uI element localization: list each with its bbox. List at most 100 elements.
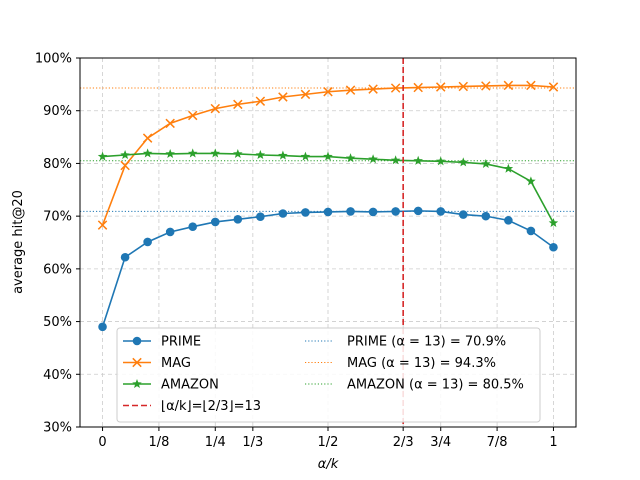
data-point xyxy=(504,216,513,225)
data-point xyxy=(345,153,356,163)
data-point xyxy=(435,82,446,92)
data-point xyxy=(98,322,107,332)
data-point xyxy=(481,81,491,91)
data-point xyxy=(120,149,130,160)
reference-lines xyxy=(80,87,576,212)
y-tick-label: 50% xyxy=(43,315,72,330)
y-tick-label: 60% xyxy=(43,262,72,277)
x-tick-label: 1/4 xyxy=(205,435,226,450)
legend-label: PRIME (α = 13) = 70.9% xyxy=(347,335,506,350)
data-point xyxy=(323,87,333,97)
data-point xyxy=(458,81,469,92)
data-point xyxy=(142,148,153,158)
legend-entry-mag: MAG xyxy=(123,356,191,371)
data-point xyxy=(165,148,175,158)
data-point xyxy=(143,237,152,247)
data-point xyxy=(233,148,243,158)
legend-entry-amazon: AMAZON xyxy=(123,378,219,393)
legend-label: MAG xyxy=(161,356,191,371)
data-point xyxy=(142,133,153,143)
data-point xyxy=(323,151,333,161)
data-point xyxy=(210,103,221,114)
data-point xyxy=(301,208,310,217)
x-tick-label: 1/2 xyxy=(318,435,339,450)
data-point xyxy=(323,207,333,217)
x-tick-label: 1 xyxy=(549,435,557,450)
data-point xyxy=(345,85,356,95)
x-tick-label: 1/3 xyxy=(242,435,263,450)
data-point xyxy=(481,158,491,168)
x-tick-label: 2/3 xyxy=(393,435,414,450)
y-tick-label: 40% xyxy=(43,368,72,383)
data-point xyxy=(278,209,288,218)
y-tick-label: 90% xyxy=(43,104,72,119)
data-point xyxy=(346,207,355,216)
data-point xyxy=(368,207,378,217)
data-point xyxy=(132,336,142,346)
data-point xyxy=(210,148,221,158)
series-mag xyxy=(97,80,559,230)
data-point xyxy=(188,222,198,231)
x-tick-label: 1/8 xyxy=(148,435,169,450)
data-point xyxy=(97,220,108,230)
legend-label: PRIME xyxy=(161,335,201,350)
data-point xyxy=(233,99,243,110)
data-point xyxy=(165,227,175,237)
data-point xyxy=(120,252,130,262)
data-point xyxy=(458,210,468,219)
data-point xyxy=(390,155,401,165)
data-point xyxy=(187,110,198,121)
legend-entry-threshold: ⌊α/k⌋=⌊2/3⌋=13 xyxy=(123,399,261,414)
y-tick-label: 70% xyxy=(43,210,72,225)
data-point xyxy=(435,156,446,166)
legend-entry-reference-1: MAG (α = 13) = 94.3% xyxy=(305,356,496,371)
data-point xyxy=(97,151,108,161)
data-point xyxy=(548,82,559,92)
data-point xyxy=(132,379,142,389)
x-tick-label: 7/8 xyxy=(487,435,508,450)
data-point xyxy=(526,226,536,236)
legend-entry-prime: PRIME xyxy=(123,335,201,350)
x-tick-label: 0 xyxy=(98,435,106,450)
data-point xyxy=(548,218,559,228)
data-point xyxy=(526,80,536,91)
data-point xyxy=(255,96,266,106)
data-point xyxy=(132,357,142,368)
data-point xyxy=(549,242,558,252)
legend-label: ⌊α/k⌋=⌊2/3⌋=13 xyxy=(161,399,261,414)
data-point xyxy=(436,207,446,216)
y-ticks: 30% 40% 50% 60% 70% 80% 90% 100% xyxy=(35,52,80,436)
x-tick-label: 3/4 xyxy=(430,435,451,450)
y-axis-title: average hit@20 xyxy=(11,190,26,294)
data-point xyxy=(256,212,265,221)
data-point xyxy=(210,217,220,227)
data-point xyxy=(503,163,514,173)
x-axis-title: α/k xyxy=(318,457,339,472)
y-tick-label: 100% xyxy=(35,52,72,67)
y-tick-label: 80% xyxy=(43,157,72,172)
data-point xyxy=(458,157,469,167)
legend: PRIME MAG AMAZON ⌊α/k⌋=⌊2/3⌋=13 PRIME (α = 1… xyxy=(116,327,541,423)
data-point xyxy=(165,118,175,129)
y-tick-label: 30% xyxy=(43,421,72,436)
data-point xyxy=(278,92,288,102)
data-point xyxy=(413,206,423,216)
series-layer xyxy=(97,80,559,332)
data-point xyxy=(390,83,401,93)
data-point xyxy=(120,160,130,171)
series-amazon xyxy=(97,148,559,228)
data-point xyxy=(278,150,288,160)
legend-label: MAG (α = 13) = 94.3% xyxy=(347,356,496,371)
data-point xyxy=(503,80,514,91)
legend-label: AMAZON (α = 13) = 80.5% xyxy=(347,378,524,393)
data-point xyxy=(187,148,198,158)
data-point xyxy=(413,82,423,93)
legend-box xyxy=(116,327,541,423)
data-point xyxy=(391,207,400,216)
series-prime xyxy=(98,206,558,332)
legend-entry-reference-2: AMAZON (α = 13) = 80.5% xyxy=(305,378,524,393)
data-point xyxy=(300,89,311,100)
data-point xyxy=(413,155,423,165)
data-point xyxy=(368,154,378,164)
